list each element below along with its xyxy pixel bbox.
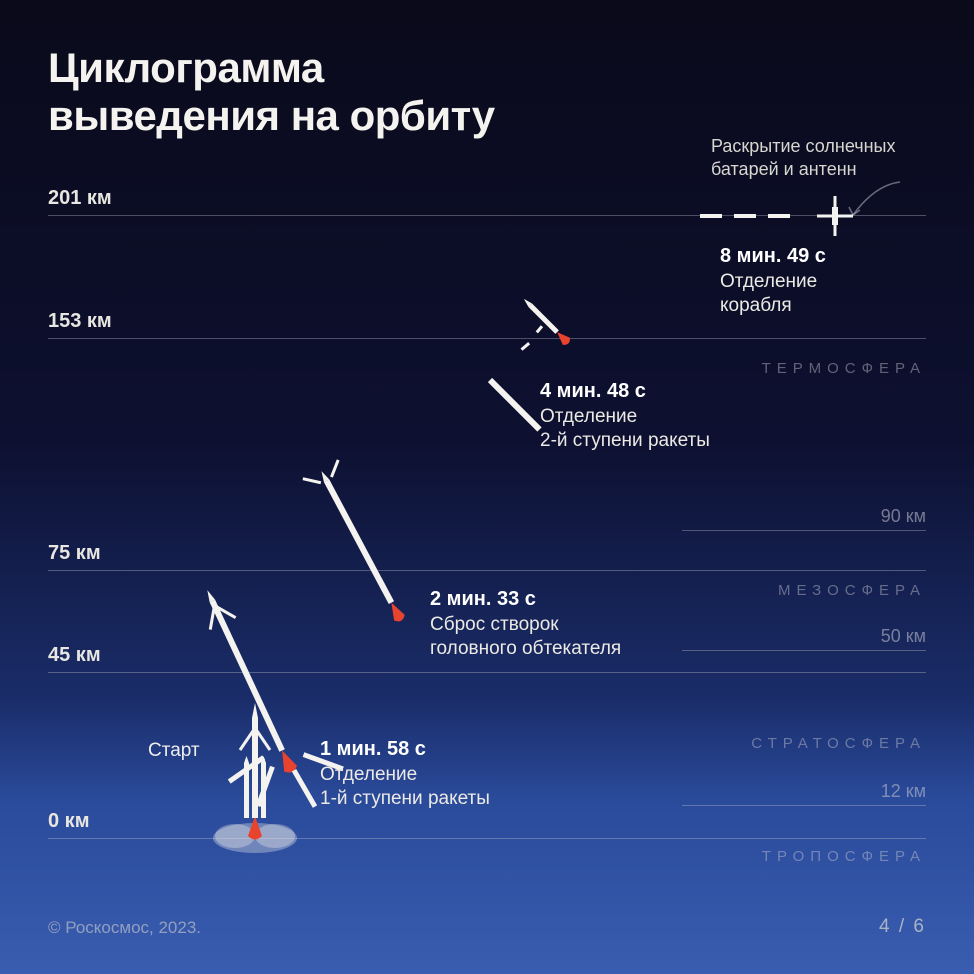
event-time: 4 мин. 48 с [540, 380, 710, 403]
start-label: Старт [148, 740, 200, 762]
event-time: 8 мин. 49 с [720, 245, 826, 268]
spacecraft-separation-icon [700, 200, 900, 240]
altitude-label-left: 201 км [48, 187, 112, 210]
callout-text: Раскрытие солнечных батарей и антенн [711, 136, 895, 179]
event-time: 1 мин. 58 с [320, 738, 490, 761]
event-time: 2 мин. 33 с [430, 588, 621, 611]
event-desc: Отделение2-й ступени ракеты [540, 405, 710, 453]
pager: 4 / 6 [879, 916, 926, 938]
event-desc: Отделениекорабля [720, 270, 826, 318]
altitude-label-left: 45 км [48, 644, 101, 667]
event-4: 8 мин. 49 сОтделениекорабля [720, 245, 826, 318]
atmosphere-layer-label: ТЕРМОСФЕРА [762, 360, 926, 377]
altitude-line [48, 672, 926, 673]
altitude-label-left: 153 км [48, 310, 112, 333]
event-desc: Сброс створокголовного обтекателя [430, 613, 621, 661]
title-line2: выведения на орбиту [48, 92, 495, 139]
altitude-label-right: 50 км [881, 626, 926, 647]
title: Циклограмма выведения на орбиту [48, 44, 495, 141]
title-line1: Циклограмма [48, 44, 324, 91]
copyright: © Роскосмос, 2023. [48, 918, 201, 938]
atmosphere-layer-label: МЕЗОСФЕРА [778, 582, 926, 599]
altitude-label-left: 0 км [48, 810, 89, 833]
altitude-line-right [682, 805, 926, 806]
event-3: 4 мин. 48 сОтделение2-й ступени ракеты [540, 380, 710, 453]
callout-solar-panels: Раскрытие солнечных батарей и антенн [711, 135, 926, 180]
altitude-line [48, 838, 926, 839]
altitude-line-right [682, 530, 926, 531]
altitude-label-left: 75 км [48, 542, 101, 565]
infographic-canvas: Циклограмма выведения на орбиту Раскрыти… [0, 0, 974, 974]
altitude-label-right: 90 км [881, 506, 926, 527]
altitude-line-right [682, 650, 926, 651]
altitude-label-right: 12 км [881, 781, 926, 802]
atmosphere-layer-label: ТРОПОСФЕРА [762, 848, 926, 865]
atmosphere-layer-label: СТРАТОСФЕРА [751, 735, 926, 752]
event-desc: Отделение1-й ступени ракеты [320, 763, 490, 811]
event-1: 1 мин. 58 сОтделение1-й ступени ракеты [320, 738, 490, 811]
event-2: 2 мин. 33 сСброс створокголовного обтека… [430, 588, 621, 661]
